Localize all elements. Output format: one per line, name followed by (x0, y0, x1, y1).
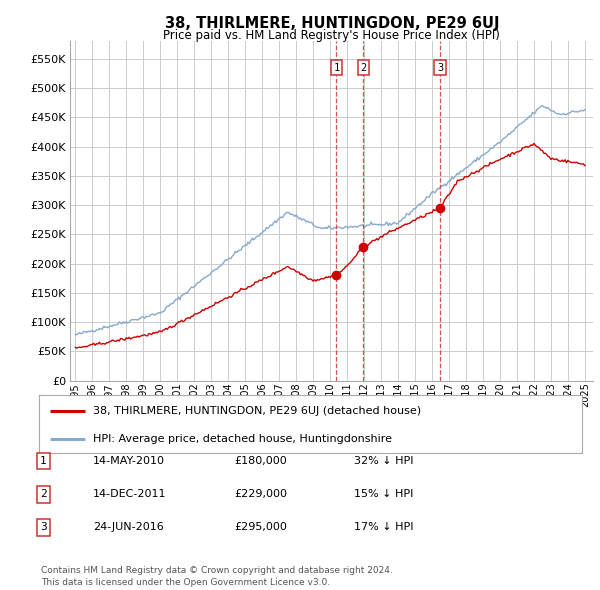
Text: 2: 2 (40, 490, 47, 499)
Text: £295,000: £295,000 (234, 523, 287, 532)
Text: 1: 1 (40, 457, 47, 466)
Text: Price paid vs. HM Land Registry's House Price Index (HPI): Price paid vs. HM Land Registry's House … (163, 30, 500, 42)
Text: 14-DEC-2011: 14-DEC-2011 (93, 490, 167, 499)
Text: 3: 3 (40, 523, 47, 532)
Text: HPI: Average price, detached house, Huntingdonshire: HPI: Average price, detached house, Hunt… (94, 434, 392, 444)
Text: 32% ↓ HPI: 32% ↓ HPI (354, 457, 413, 466)
Text: £180,000: £180,000 (234, 457, 287, 466)
Text: 14-MAY-2010: 14-MAY-2010 (93, 457, 165, 466)
Text: 15% ↓ HPI: 15% ↓ HPI (354, 490, 413, 499)
Text: Contains HM Land Registry data © Crown copyright and database right 2024.
This d: Contains HM Land Registry data © Crown c… (41, 566, 392, 587)
Text: 38, THIRLMERE, HUNTINGDON, PE29 6UJ (detached house): 38, THIRLMERE, HUNTINGDON, PE29 6UJ (det… (94, 406, 421, 416)
Text: 2: 2 (360, 63, 367, 73)
Text: 38, THIRLMERE, HUNTINGDON, PE29 6UJ: 38, THIRLMERE, HUNTINGDON, PE29 6UJ (164, 16, 499, 31)
Text: 3: 3 (437, 63, 443, 73)
Text: 17% ↓ HPI: 17% ↓ HPI (354, 523, 413, 532)
Text: 24-JUN-2016: 24-JUN-2016 (93, 523, 164, 532)
Text: 1: 1 (333, 63, 340, 73)
Text: £229,000: £229,000 (234, 490, 287, 499)
